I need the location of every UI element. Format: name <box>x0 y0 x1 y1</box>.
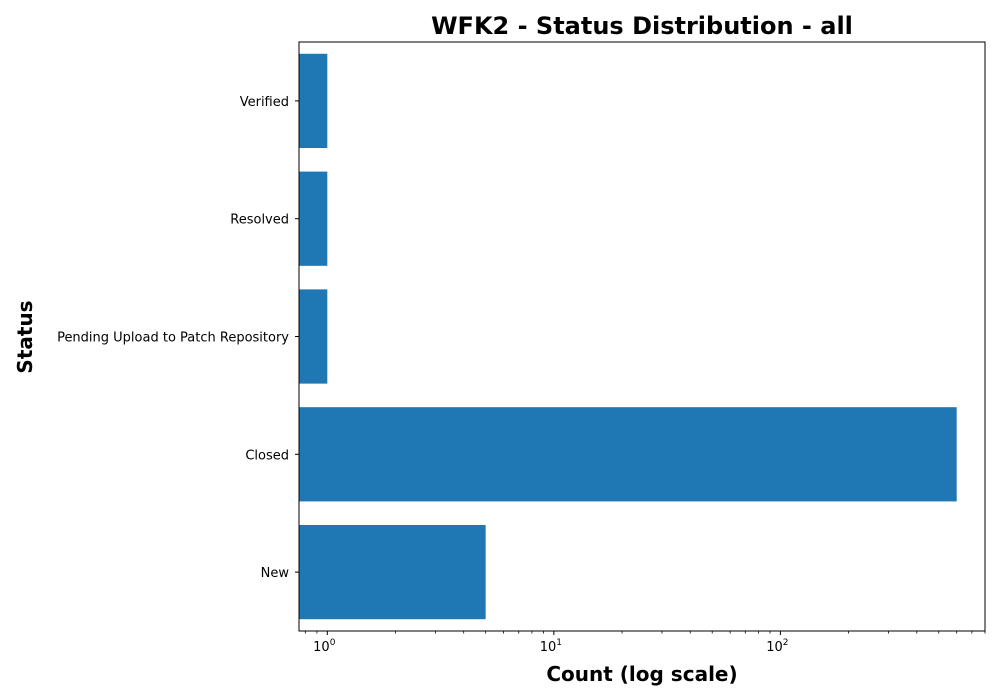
x-tick-label-0: 100 <box>313 638 336 655</box>
y-tick-label-1: Closed <box>245 448 289 463</box>
x-axis-ticks: 100 101 102 <box>304 631 986 655</box>
y-axis-title: Status <box>13 300 37 373</box>
x-tick-label-2: 102 <box>766 638 788 655</box>
bars-group <box>299 53 957 620</box>
y-axis-ticks: New Closed Pending Upload to Patch Reposit… <box>57 95 299 581</box>
bar-4 <box>299 53 328 149</box>
bar-2 <box>299 289 328 384</box>
bar-1 <box>299 407 957 502</box>
y-tick-label-2: Pending Upload to Patch Repository <box>57 331 289 346</box>
x-axis-title: Count (log scale) <box>546 662 737 686</box>
bar-0 <box>299 524 486 620</box>
y-tick-label-4: Verified <box>240 95 289 110</box>
chart-title: WFK2 - Status Distribution - all <box>431 12 853 40</box>
bar-3 <box>299 171 328 266</box>
y-tick-label-3: Resolved <box>230 213 289 228</box>
x-tick-label-1: 101 <box>540 638 562 655</box>
y-tick-label-0: New <box>261 566 290 581</box>
